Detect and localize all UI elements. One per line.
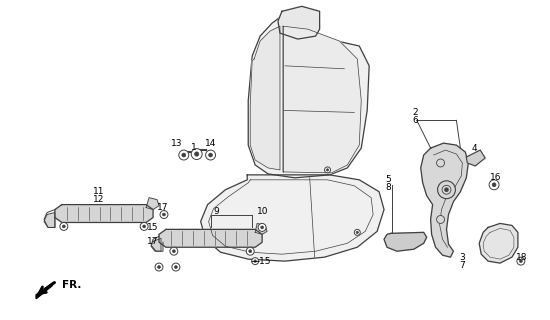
Circle shape <box>179 150 189 160</box>
Polygon shape <box>466 150 485 166</box>
Polygon shape <box>283 26 361 173</box>
Circle shape <box>206 150 216 160</box>
Circle shape <box>208 153 212 157</box>
Circle shape <box>60 222 68 230</box>
Text: 11: 11 <box>93 187 104 196</box>
Text: 9: 9 <box>213 207 219 216</box>
Polygon shape <box>421 143 468 257</box>
Polygon shape <box>55 204 153 222</box>
Polygon shape <box>255 223 267 234</box>
Circle shape <box>489 180 499 190</box>
Circle shape <box>172 250 175 253</box>
Circle shape <box>162 213 166 216</box>
Circle shape <box>519 260 522 263</box>
Text: FR.: FR. <box>62 280 81 290</box>
Circle shape <box>324 167 331 173</box>
Circle shape <box>182 153 186 157</box>
Circle shape <box>160 211 168 219</box>
Circle shape <box>62 225 65 228</box>
Circle shape <box>172 263 180 271</box>
Circle shape <box>195 152 199 156</box>
Polygon shape <box>384 232 427 251</box>
Polygon shape <box>36 282 54 299</box>
Polygon shape <box>44 212 55 228</box>
Text: 18: 18 <box>516 253 527 262</box>
Polygon shape <box>278 6 320 39</box>
Circle shape <box>517 257 525 265</box>
Circle shape <box>191 148 202 159</box>
Polygon shape <box>151 238 161 251</box>
Circle shape <box>174 266 177 268</box>
Polygon shape <box>250 26 280 170</box>
Circle shape <box>438 181 455 199</box>
Circle shape <box>170 247 178 255</box>
Text: 13: 13 <box>171 139 183 148</box>
Circle shape <box>155 263 163 271</box>
Text: 1: 1 <box>191 143 196 152</box>
Text: —15: —15 <box>251 257 271 266</box>
Circle shape <box>437 215 444 223</box>
Circle shape <box>157 266 161 268</box>
Polygon shape <box>248 11 369 178</box>
Circle shape <box>437 159 444 167</box>
Circle shape <box>258 223 266 231</box>
Circle shape <box>254 260 256 262</box>
Text: 17: 17 <box>147 237 159 246</box>
Text: 17: 17 <box>157 203 169 212</box>
Circle shape <box>356 231 359 234</box>
Circle shape <box>442 185 451 194</box>
Circle shape <box>142 225 146 228</box>
Text: 8: 8 <box>385 183 391 192</box>
Polygon shape <box>201 175 384 261</box>
Text: 10: 10 <box>257 207 269 216</box>
Circle shape <box>252 258 258 265</box>
Text: 4: 4 <box>471 144 477 153</box>
Circle shape <box>246 247 254 255</box>
Polygon shape <box>159 229 262 247</box>
Text: 12: 12 <box>93 195 104 204</box>
Polygon shape <box>146 198 159 210</box>
Text: 7: 7 <box>459 260 465 269</box>
Circle shape <box>261 226 263 229</box>
Text: 15: 15 <box>147 223 159 232</box>
Circle shape <box>354 229 360 235</box>
Circle shape <box>249 250 252 253</box>
Text: 3: 3 <box>459 253 465 262</box>
Polygon shape <box>479 223 518 263</box>
Circle shape <box>444 188 448 192</box>
Text: 6: 6 <box>412 116 417 125</box>
Text: 14: 14 <box>205 139 216 148</box>
Circle shape <box>326 169 329 171</box>
Text: 2: 2 <box>412 108 417 117</box>
Text: 5: 5 <box>385 175 391 184</box>
Circle shape <box>140 222 148 230</box>
Text: 16: 16 <box>490 173 502 182</box>
Circle shape <box>492 183 496 187</box>
